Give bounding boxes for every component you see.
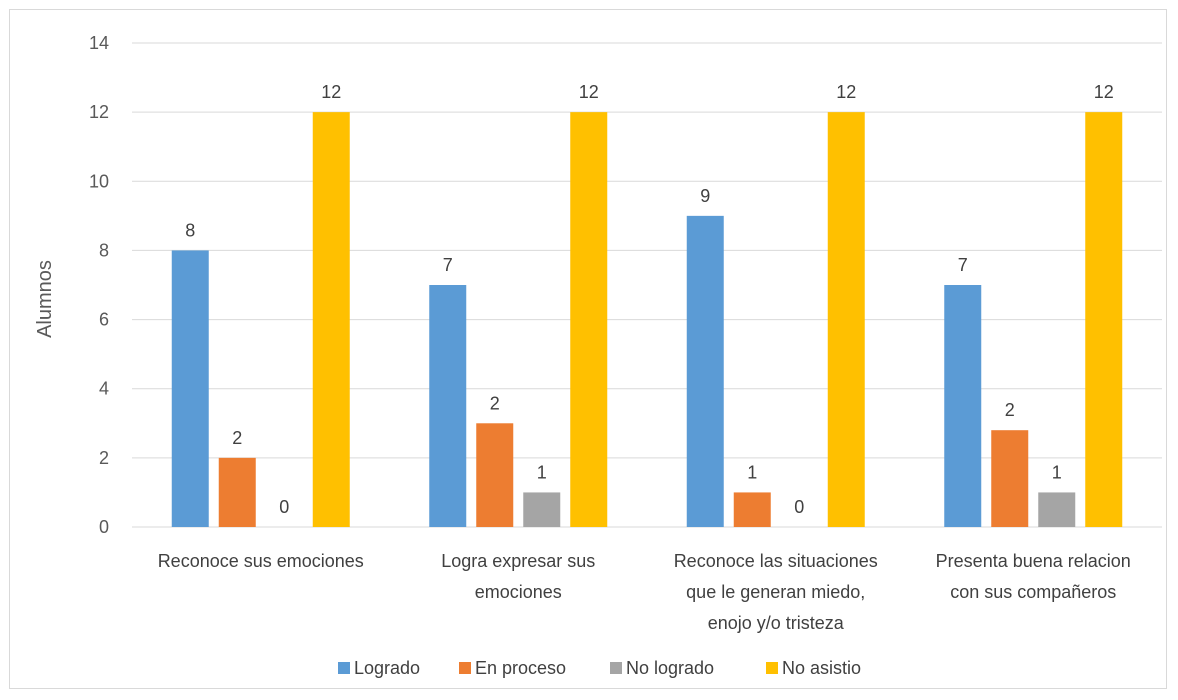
category-label: Reconoce sus emociones <box>158 551 364 571</box>
data-label: 8 <box>185 220 195 240</box>
y-axis-title: Alumnos <box>34 260 56 338</box>
chart-frame: 0 2 4 6 8 10 12 14 8 7 9 7 2 2 1 2 0 1 0 1 12 12 12 12 Reconoc… <box>9 9 1167 689</box>
bar-en-proceso <box>218 457 256 527</box>
bar-no-asistio <box>570 112 608 528</box>
data-label: 9 <box>700 186 710 206</box>
bar-no-asistio <box>312 112 350 528</box>
y-tick-label: 2 <box>99 448 109 468</box>
bar-logrado <box>171 250 209 527</box>
category-label: Reconoce las situaciones <box>674 551 878 571</box>
x-axis-categories: Reconoce sus emociones Logra expresar sus… <box>158 551 1131 633</box>
bar-logrado <box>944 285 982 527</box>
category-label: emociones <box>475 582 562 602</box>
legend-swatch <box>766 662 778 674</box>
category-label: Logra expresar sus <box>441 551 595 571</box>
legend-swatch <box>459 662 471 674</box>
legend: Logrado En proceso No logrado No asistio <box>338 658 861 678</box>
legend-label: No logrado <box>626 658 714 678</box>
legend-label: Logrado <box>354 658 420 678</box>
y-tick-label: 0 <box>99 517 109 537</box>
bar-no-logrado <box>1038 492 1076 527</box>
legend-label: En proceso <box>475 658 566 678</box>
data-label: 0 <box>794 497 804 517</box>
bar-en-proceso <box>991 430 1029 527</box>
category-label: enojo y/o tristeza <box>708 613 845 633</box>
bar-no-logrado <box>523 492 561 527</box>
bar-en-proceso <box>476 423 514 527</box>
bar-no-asistio <box>827 112 865 528</box>
y-tick-label: 12 <box>89 102 109 122</box>
data-label: 1 <box>537 462 547 482</box>
y-tick-label: 4 <box>99 379 109 399</box>
bar-no-asistio <box>1085 112 1123 528</box>
data-label: 12 <box>836 82 856 102</box>
y-tick-label: 6 <box>99 310 109 330</box>
bars <box>171 112 1123 528</box>
category-label: que le generan miedo, <box>686 582 865 602</box>
legend-swatch <box>610 662 622 674</box>
data-label: 12 <box>579 82 599 102</box>
y-tick-label: 14 <box>89 33 109 53</box>
data-label: 2 <box>490 393 500 413</box>
bar-logrado <box>429 285 467 527</box>
data-label: 12 <box>321 82 341 102</box>
gridlines <box>132 42 1162 528</box>
data-label: 2 <box>232 428 242 448</box>
data-label: 7 <box>443 255 453 275</box>
legend-label: No asistio <box>782 658 861 678</box>
data-label: 1 <box>1052 462 1062 482</box>
data-label: 1 <box>747 462 757 482</box>
y-tick-label: 8 <box>99 240 109 260</box>
category-label: Presenta buena relacion <box>936 551 1131 571</box>
data-label: 0 <box>279 497 289 517</box>
legend-swatch <box>338 662 350 674</box>
data-label: 2 <box>1005 400 1015 420</box>
data-label: 7 <box>958 255 968 275</box>
bar-en-proceso <box>733 492 771 527</box>
data-label: 12 <box>1094 82 1114 102</box>
category-label: con sus compañeros <box>950 582 1116 602</box>
bar-logrado <box>686 215 724 527</box>
y-axis-ticks: 0 2 4 6 8 10 12 14 <box>89 33 109 537</box>
y-tick-label: 10 <box>89 171 109 191</box>
